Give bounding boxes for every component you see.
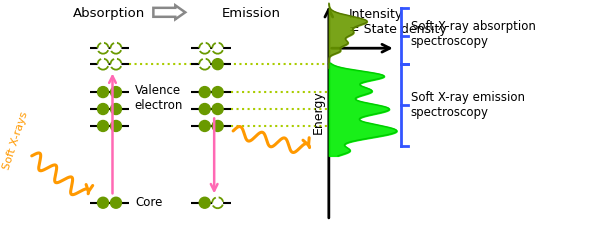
Text: Absorption: Absorption (74, 7, 146, 20)
Circle shape (199, 59, 210, 70)
Circle shape (199, 121, 210, 131)
Circle shape (97, 103, 108, 115)
Text: Valence
electron: Valence electron (135, 84, 183, 112)
Circle shape (212, 43, 223, 54)
Circle shape (97, 121, 108, 131)
Circle shape (199, 197, 210, 208)
Circle shape (111, 87, 121, 97)
Circle shape (97, 87, 108, 97)
Circle shape (199, 103, 210, 115)
Text: Soft X-ray emission
spectroscopy: Soft X-ray emission spectroscopy (411, 91, 524, 119)
Circle shape (212, 103, 223, 115)
Text: Energy: Energy (312, 90, 324, 134)
Circle shape (111, 197, 121, 208)
Circle shape (97, 59, 108, 70)
Circle shape (212, 87, 223, 97)
Circle shape (212, 197, 223, 208)
Text: Core: Core (135, 196, 163, 209)
FancyArrow shape (153, 5, 185, 19)
Circle shape (199, 43, 210, 54)
Text: Soft X-rays: Soft X-rays (2, 111, 30, 171)
Circle shape (111, 103, 121, 115)
Circle shape (212, 121, 223, 131)
Circle shape (212, 59, 223, 70)
Circle shape (199, 87, 210, 97)
Circle shape (111, 43, 121, 54)
Text: Soft X-ray absorption
spectroscopy: Soft X-ray absorption spectroscopy (411, 20, 535, 48)
Circle shape (111, 121, 121, 131)
Circle shape (97, 43, 108, 54)
Circle shape (111, 59, 121, 70)
Circle shape (97, 197, 108, 208)
Text: Intensity
= State density: Intensity = State density (349, 8, 447, 36)
Text: Emission: Emission (222, 7, 280, 20)
